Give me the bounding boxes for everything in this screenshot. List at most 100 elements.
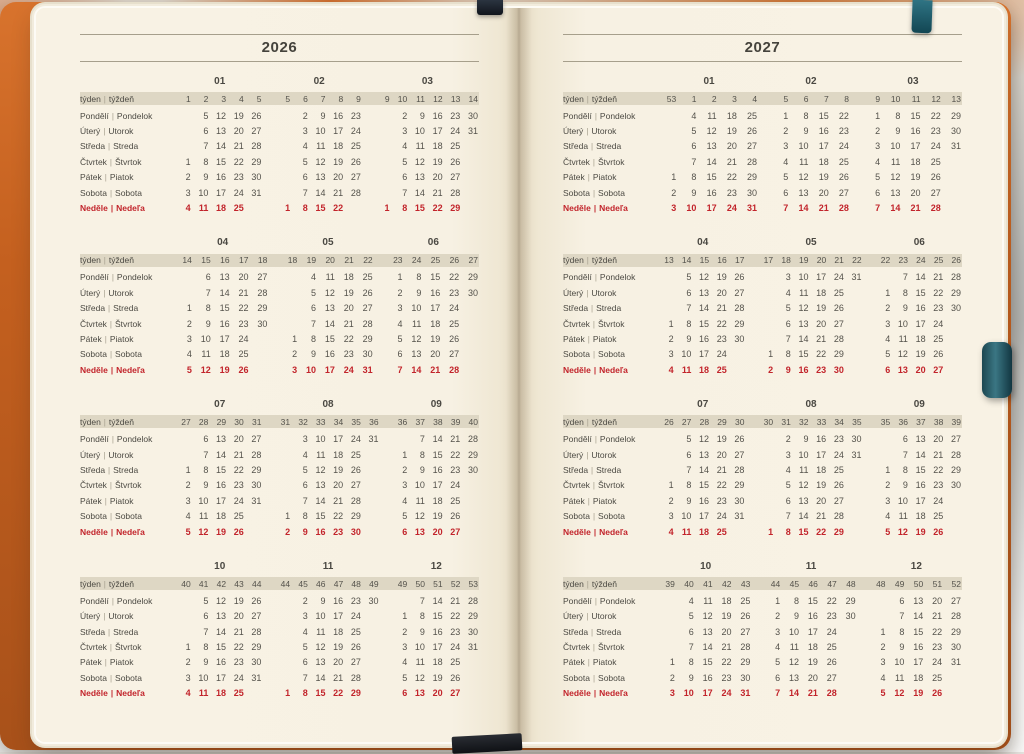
day-number: 14 [216, 141, 227, 152]
day-number: 28 [747, 156, 758, 167]
day-number: 30 [747, 187, 758, 198]
day-number: 1 [185, 156, 191, 167]
day-number: 31 [251, 672, 262, 683]
label-slovak: Streda [596, 141, 622, 152]
day-number: 4 [185, 511, 191, 522]
day-number: 14 [216, 449, 227, 460]
day-number: 22 [450, 611, 461, 622]
day-number: 18 [721, 595, 732, 606]
day-number: 15 [699, 480, 710, 491]
label-separator: | [586, 612, 589, 622]
day-number: 26 [238, 364, 249, 375]
label-slovak: týždeň [108, 255, 134, 266]
day-number: 16 [699, 333, 710, 344]
day-number: 4 [185, 688, 191, 699]
day-number: 11 [201, 349, 211, 360]
day-number: 12 [200, 364, 211, 375]
day-number: 6 [785, 318, 791, 329]
label-separator: | [593, 365, 597, 375]
day-row: Sobota | Sobota 3 10 17 24 31 7 14 21 28 7 14 21 28 [80, 185, 479, 200]
day-label: Neděle | Nedeľa [80, 365, 174, 375]
day-number: 13 [411, 349, 422, 360]
label-slovak: Piatok [592, 172, 617, 183]
day-number: 14 [699, 464, 710, 475]
label-czech: Pondělí [563, 272, 592, 283]
day-number: 13 [315, 172, 326, 183]
day-row: Pondělí | Pondelok 4 11 18 25 1 8 15 22 29 6 13 20 27 [563, 593, 962, 608]
day-number: 5 [775, 657, 781, 668]
day-number: 17 [915, 495, 926, 506]
month-number-label: 10 [214, 560, 226, 572]
day-number: 11 [789, 642, 800, 653]
day-number: 19 [726, 126, 737, 137]
day-number: 23 [933, 480, 944, 491]
day-row: Středa | Streda 7 14 21 28 4 11 18 25 1 8 15 22 29 [563, 462, 962, 477]
week-number: 35 [880, 416, 891, 427]
day-row: Středa | Streda 1 8 15 22 29 6 13 20 27 3 10 17 24 [80, 301, 479, 316]
day-number: 20 [343, 303, 354, 314]
label-czech: Neděle [80, 364, 108, 375]
day-number: 21 [726, 156, 737, 167]
day-number: 20 [238, 272, 249, 283]
day-number: 3 [185, 672, 191, 683]
day-number: 17 [324, 364, 335, 375]
day-number: 21 [333, 672, 344, 683]
week-number: 51 [932, 578, 943, 589]
day-number: 4 [668, 526, 674, 537]
week-number: 4 [752, 93, 758, 104]
day-number: 2 [302, 110, 308, 121]
day-number: 20 [430, 349, 441, 360]
day-number: 1 [397, 272, 403, 283]
week-number: 26 [449, 255, 460, 266]
day-number: 20 [818, 187, 829, 198]
day-label: Pondělí | Pondelok [563, 596, 657, 606]
day-number: 8 [902, 464, 908, 475]
day-number: 7 [419, 595, 425, 606]
day-label: Pátek | Piatok [563, 496, 657, 506]
label-czech: Středa [80, 626, 106, 637]
week-number: 42 [721, 578, 732, 589]
day-number: 3 [397, 303, 403, 314]
day-number: 6 [302, 480, 308, 491]
day-number: 24 [833, 449, 844, 460]
day-number: 2 [783, 126, 789, 137]
day-number: 28 [251, 449, 262, 460]
week-number: 33 [316, 416, 326, 427]
label-czech: týden [80, 255, 101, 266]
week-number: 18 [257, 255, 268, 266]
label-separator: | [108, 465, 111, 475]
day-number: 9 [794, 611, 800, 622]
day-number: 30 [467, 110, 478, 121]
day-number: 12 [798, 480, 809, 491]
day-number: 5 [688, 611, 694, 622]
day-label: Pondělí | Pondelok [80, 111, 174, 121]
day-number: 10 [306, 364, 317, 375]
day-number: 4 [885, 511, 891, 522]
bookmark-ribbon-top-center [477, 0, 503, 15]
day-number: 6 [205, 272, 211, 283]
day-number: 2 [402, 464, 408, 475]
sunday-row: Neděle | Nedeľa 4 11 18 25 1 8 15 22 29 6 13 20 27 [80, 686, 479, 701]
day-number: 3 [402, 642, 408, 653]
label-separator: | [109, 188, 113, 198]
day-number: 13 [216, 611, 227, 622]
day-number: 2 [285, 526, 291, 537]
day-number: 15 [315, 203, 326, 214]
day-number: 24 [450, 480, 461, 491]
label-slovak: Piatok [109, 333, 134, 344]
day-number: 26 [450, 511, 461, 522]
week-number: 37 [415, 416, 425, 427]
quarter-block: 07 08 09 týden | týždeň 26 27 28 29 30 30 31 32 33 34 35… [563, 397, 962, 539]
day-number: 8 [686, 480, 692, 491]
day-number: 9 [686, 495, 692, 506]
week-number: 8 [844, 93, 849, 104]
day-number: 12 [798, 303, 809, 314]
day-label: Sobota | Sobota [80, 673, 174, 683]
label-czech: Sobota [80, 511, 107, 522]
day-number: 27 [734, 449, 745, 460]
day-number: 24 [838, 141, 849, 152]
day-number: 17 [216, 672, 227, 683]
day-row: Středa | Streda 6 13 20 27 3 10 17 24 3 10 17 24 31 [563, 139, 962, 154]
day-number: 12 [699, 272, 710, 283]
label-czech: Pátek [80, 495, 102, 506]
